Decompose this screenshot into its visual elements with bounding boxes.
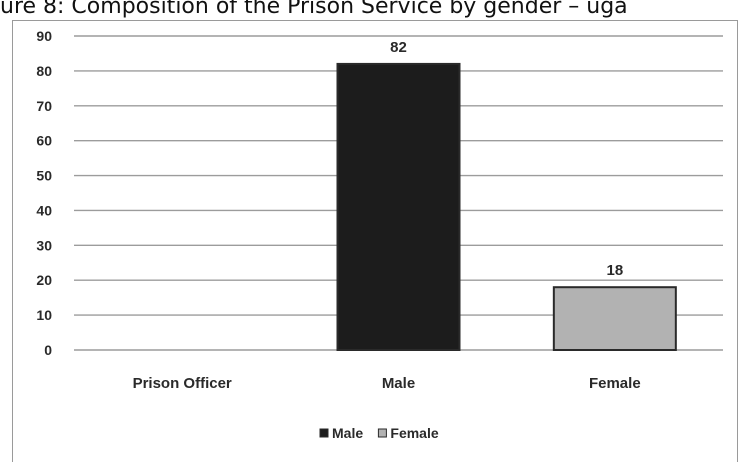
y-tick-label: 40 (36, 202, 52, 218)
data-label: 82 (390, 39, 407, 56)
data-label: 18 (606, 262, 623, 279)
page-title: ure 8: Composition of the Prison Service… (0, 0, 628, 19)
y-tick-label: 70 (36, 98, 52, 114)
y-tick-label: 50 (36, 168, 52, 184)
x-category-label: Female (589, 375, 641, 392)
legend-label-male: Male (332, 425, 363, 441)
bars (336, 62, 677, 352)
y-tick-label: 60 (36, 133, 52, 149)
bar-male (336, 62, 461, 352)
y-tick-label: 0 (44, 342, 52, 358)
x-category-label: Prison Officer (133, 375, 232, 392)
x-axis-category-labels: Prison Officer Male Female (133, 375, 641, 392)
x-category-label: Male (382, 375, 415, 392)
y-tick-label: 80 (36, 63, 52, 79)
legend: Male Female (319, 425, 439, 441)
legend-swatch-male (319, 428, 329, 438)
legend-swatch-female (377, 428, 387, 438)
y-tick-label: 30 (36, 237, 52, 253)
y-tick-label: 90 (36, 28, 52, 44)
legend-label-female: Female (390, 425, 438, 441)
y-tick-label: 10 (36, 307, 52, 323)
bar-female (552, 286, 677, 352)
data-labels: 82 18 (390, 39, 623, 279)
y-tick-label: 20 (36, 272, 52, 288)
y-axis-tick-labels: 0 10 20 30 40 50 60 70 80 90 (36, 28, 52, 358)
